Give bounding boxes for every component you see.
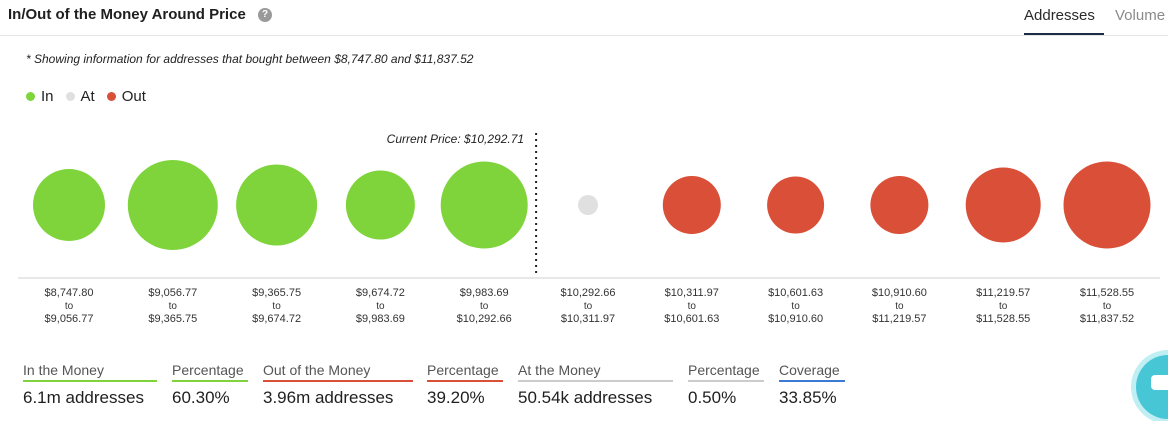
- stat-at-percentage: Percentage 0.50%: [688, 362, 764, 408]
- tick-label: to: [688, 301, 697, 312]
- legend-item-at[interactable]: At: [65, 88, 95, 105]
- range-note: * Showing information for addresses that…: [26, 52, 474, 66]
- tick-label: to: [169, 301, 178, 312]
- bubble-out: [767, 176, 825, 234]
- tick-label: to: [272, 301, 281, 312]
- tick-label: $11,837.52: [1080, 313, 1134, 325]
- stat-value: 50.54k addresses: [518, 388, 653, 407]
- legend-label: At: [80, 88, 95, 105]
- tick-label: $10,311.97: [665, 287, 719, 299]
- legend-label: Out: [121, 88, 146, 105]
- stat-in-percentage: Percentage 60.30%: [172, 362, 248, 408]
- question-circle-icon[interactable]: ?: [258, 8, 272, 22]
- stat-at-the-money: At the Money 50.54k addresses: [518, 362, 673, 408]
- chat-bubble-icon[interactable]: [1136, 355, 1168, 419]
- legend-item-out[interactable]: Out: [106, 88, 146, 105]
- tick-label: $10,601.63: [664, 313, 719, 325]
- stat-label: Coverage: [779, 362, 845, 382]
- tick-label: to: [1103, 301, 1112, 312]
- legend-label: In: [41, 88, 54, 105]
- tick-label: to: [376, 301, 385, 312]
- bubble-in: [345, 170, 415, 240]
- tick-label: $9,056.77: [148, 287, 197, 299]
- stat-value: 39.20%: [427, 388, 485, 407]
- tick-label: $11,219.57: [872, 313, 926, 325]
- bubble-out: [870, 176, 929, 234]
- stat-out-of-the-money: Out of the Money 3.96m addresses: [263, 362, 413, 408]
- stat-value: 33.85%: [779, 388, 837, 407]
- tick-label: to: [999, 301, 1008, 312]
- bubble-in: [127, 160, 218, 250]
- tick-label: to: [791, 301, 800, 312]
- tick-label: to: [895, 301, 904, 312]
- tick-label: $11,219.57: [976, 287, 1030, 299]
- tick-label: $10,601.63: [768, 287, 823, 299]
- stat-value: 3.96m addresses: [263, 388, 394, 407]
- tick-label: $9,365.75: [252, 287, 301, 299]
- tick-label: $10,311.97: [561, 313, 615, 325]
- chat-message-icon: [1151, 375, 1168, 390]
- stat-coverage: Coverage 33.85%: [779, 362, 845, 408]
- legend-dot-icon: [65, 92, 75, 101]
- stat-out-percentage: Percentage 39.20%: [427, 362, 503, 408]
- tick-label: $9,674.72: [356, 287, 405, 299]
- stat-label: Out of the Money: [263, 362, 413, 382]
- stat-label: Percentage: [172, 362, 248, 382]
- stat-label: At the Money: [518, 362, 673, 382]
- legend-dot-icon: [106, 92, 116, 101]
- bubble-out: [965, 167, 1041, 243]
- legend-item-in[interactable]: In: [26, 88, 54, 105]
- tick-label: $10,910.60: [872, 287, 927, 299]
- bubble-in: [236, 164, 318, 246]
- tick-label: $11,528.55: [1080, 287, 1134, 299]
- bubble-out: [1063, 161, 1151, 249]
- stat-value: 6.1m addresses: [23, 388, 144, 407]
- bubble-in: [33, 169, 105, 241]
- stat-label: Percentage: [688, 362, 764, 382]
- bubble-at: [578, 195, 598, 215]
- tick-label: $9,983.69: [460, 287, 509, 299]
- tick-label: $10,292.66: [457, 313, 512, 325]
- bubble-out: [662, 176, 721, 234]
- stat-value: 60.30%: [172, 388, 230, 407]
- tab-volume[interactable]: Volume: [1115, 7, 1166, 24]
- tick-label: $9,674.72: [252, 313, 301, 325]
- tick-label: to: [480, 301, 489, 312]
- legend-dot-icon: [26, 92, 35, 101]
- stat-label: In the Money: [23, 362, 157, 382]
- tick-label: to: [584, 301, 593, 312]
- stat-in-the-money: In the Money 6.1m addresses: [23, 362, 157, 408]
- stat-value: 0.50%: [688, 388, 737, 407]
- tick-label: $11,528.55: [976, 313, 1030, 325]
- current-price-label: Current Price: $10,292.71: [387, 132, 524, 146]
- tab-addresses[interactable]: Addresses: [1024, 7, 1095, 24]
- bubble-in: [440, 161, 528, 249]
- tick-label: $8,747.80: [45, 287, 94, 299]
- tick-label: $10,292.66: [560, 287, 615, 299]
- tick-label: to: [65, 301, 74, 312]
- tick-label: $9,365.75: [148, 313, 197, 325]
- stat-label: Percentage: [427, 362, 503, 382]
- page-title: In/Out of the Money Around Price: [8, 6, 246, 23]
- header: In/Out of the Money Around Price ? Addre…: [0, 0, 1168, 36]
- tick-label: $10,910.60: [768, 313, 823, 325]
- chart: Current Price: $10,292.71$8,747.80to$9,0…: [18, 132, 1160, 325]
- tick-label: $9,983.69: [356, 313, 405, 325]
- tick-label: $9,056.77: [45, 313, 94, 325]
- active-tab-indicator: [1024, 33, 1104, 35]
- legend: In At Out: [26, 88, 158, 105]
